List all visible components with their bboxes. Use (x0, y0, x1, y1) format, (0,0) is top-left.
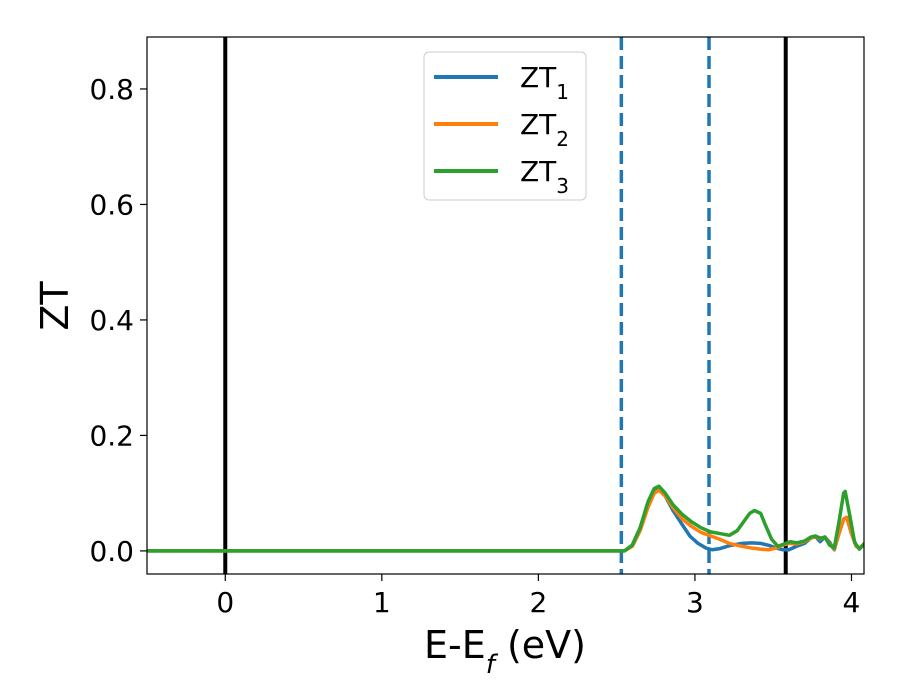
x-axis-label-tail: (eV) (495, 623, 586, 667)
legend-label-2: ZT2 (520, 108, 569, 151)
x-tick-label-2: 2 (529, 586, 547, 619)
series-line-zt2 (147, 488, 864, 553)
plot-frame (146, 36, 865, 575)
y-tick-label-2: 0.4 (89, 304, 134, 337)
series-line-zt3 (147, 484, 864, 553)
y-axis-label: ZT (33, 281, 77, 331)
legend: ZT1 ZT2 ZT3 (423, 51, 587, 201)
legend-label-1: ZT1 (520, 61, 569, 104)
y-tick-label-3: 0.6 (89, 188, 134, 221)
x-tick-label-3: 3 (686, 586, 704, 619)
legend-box (423, 51, 587, 201)
x-tick-label-1: 1 (373, 586, 391, 619)
x-tick-label-0: 0 (216, 586, 234, 619)
x-tick-label-4: 4 (843, 586, 861, 619)
y-tick-label-4: 0.8 (89, 73, 134, 106)
y-tick-label-0: 0.0 (89, 535, 134, 568)
series-line-zt1 (147, 486, 864, 553)
x-axis-label: E-Ef (eV) (424, 623, 586, 680)
y-tick-label-1: 0.2 (89, 419, 134, 452)
x-axis-label-main: E-E (424, 623, 486, 667)
legend-label-3: ZT3 (520, 155, 569, 198)
